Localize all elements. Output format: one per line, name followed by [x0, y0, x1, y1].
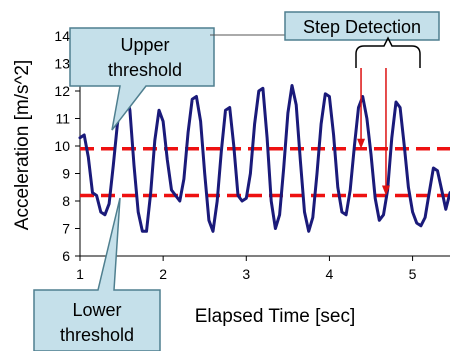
y-tick-label: 8: [62, 193, 70, 209]
y-axis-title: Acceleration [m/s^2]: [12, 60, 33, 230]
y-tick-label: 11: [55, 111, 70, 127]
x-tick-label: 1: [76, 266, 84, 282]
y-tick-label: 9: [62, 166, 70, 182]
x-tick-label: 3: [242, 266, 250, 282]
step-detection-label: Step Detection: [303, 17, 421, 37]
step-detection-arrowhead: [381, 185, 390, 196]
y-tick-label: 10: [54, 138, 70, 154]
y-tick-label: 13: [54, 56, 70, 72]
upper-threshold-callout: [69, 27, 215, 131]
step-detection-box: [284, 11, 440, 41]
y-tick-label: 6: [62, 248, 70, 264]
step-detection-markers: [357, 68, 390, 196]
x-tick-group: 1 2 3 4 5: [76, 256, 417, 282]
y-tick-label: 12: [54, 83, 70, 99]
upper-threshold-label-line2: threshold: [108, 60, 182, 80]
x-tick-label: 5: [409, 266, 417, 282]
step-detection-brace: [355, 36, 421, 68]
lower-threshold-callout: [33, 197, 161, 351]
step-detection-arrowhead: [357, 138, 366, 149]
x-axis-title: Elapsed Time [sec]: [195, 306, 356, 327]
y-tick-label: 7: [62, 221, 70, 237]
x-tick-label: 4: [326, 266, 334, 282]
upper-threshold-label-line1: Upper: [120, 35, 169, 55]
series-group: [78, 84, 450, 233]
x-tick-label: 2: [159, 266, 167, 282]
acceleration-series-line: [78, 84, 450, 233]
y-tick-group: 6 7 8 9 10 11 12 13 14: [54, 28, 80, 264]
lower-threshold-label-line2: threshold: [60, 325, 134, 345]
lower-threshold-label-line1: Lower: [72, 300, 121, 320]
y-tick-label: 14: [54, 28, 70, 44]
